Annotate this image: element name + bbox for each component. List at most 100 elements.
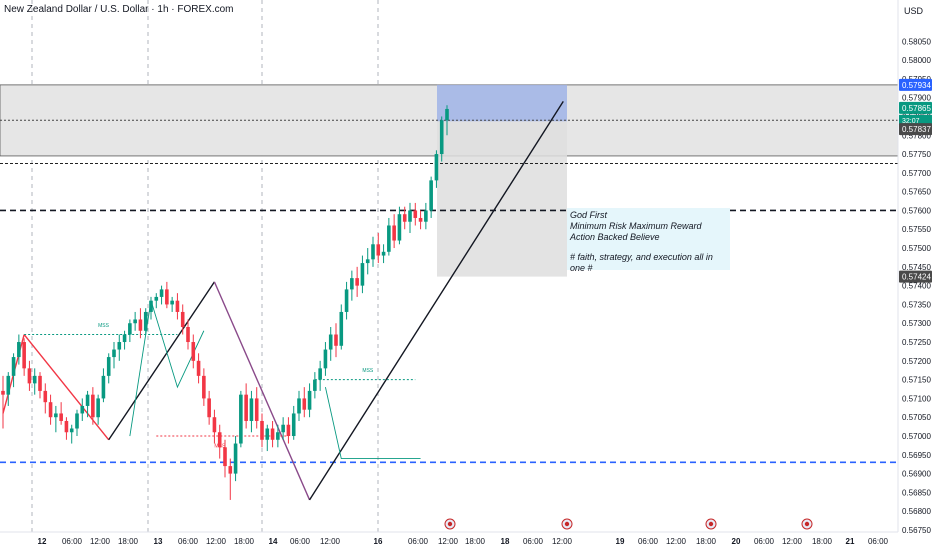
candle-body [281, 424, 285, 433]
candle-body [365, 259, 370, 264]
candle-body [48, 402, 53, 418]
candle-body [138, 319, 143, 331]
candle-body [133, 319, 137, 324]
time-tick-label: 18:00 [465, 537, 486, 546]
candle-body [265, 428, 270, 440]
note-line-3: Action Backed Believe [570, 232, 660, 242]
price-tick-label: 0.56750 [902, 526, 931, 535]
candle-body [191, 342, 196, 361]
candle-body [276, 432, 280, 440]
candles-layer [1, 105, 449, 500]
candle-body [75, 413, 79, 429]
candle-body [32, 375, 37, 384]
time-tick-label: 13 [154, 537, 163, 546]
candle-body [59, 413, 63, 421]
time-tick-label: 06:00 [523, 537, 544, 546]
candle-body [91, 394, 95, 418]
candle-body [318, 368, 322, 380]
zones-layer [0, 84, 899, 277]
price-tick-label: 0.57250 [902, 338, 931, 347]
candle-body [117, 342, 122, 350]
time-tick-label: 06:00 [754, 537, 775, 546]
mss-label-1: MSS [98, 323, 110, 329]
price-tick-label: 0.57200 [902, 357, 931, 366]
time-tick-label: 06:00 [868, 537, 889, 546]
candle-body [196, 360, 201, 376]
time-tick-label: 16 [374, 537, 383, 546]
price-tick-label: 0.57150 [902, 376, 931, 385]
time-tick-label: 12:00 [206, 537, 227, 546]
entry-price-badge: 0.57837 [902, 125, 931, 134]
candle-body [429, 180, 433, 211]
candle-body [22, 342, 26, 369]
candle-body [270, 428, 275, 440]
candle-body [344, 289, 349, 312]
price-tick-label: 0.57600 [902, 206, 931, 215]
structure-leg-3 [108, 281, 216, 441]
candle-body [254, 398, 259, 421]
candle-body [143, 311, 148, 331]
price-badges-layer: 0.57934 0.57865 32:070.57837 0.57424 [899, 78, 932, 283]
trade-note: God First Minimum Risk Maximum Reward Ac… [567, 208, 730, 273]
candle-body [207, 398, 211, 418]
stop-price-badge-bg [899, 270, 932, 283]
structure-leg-5 [308, 101, 564, 501]
chart-title: New Zealand Dollar / U.S. Dollar · 1h · … [4, 4, 234, 15]
countdown-label: 32:07 [902, 118, 920, 125]
note-line-1: God First [570, 210, 608, 220]
candle-body [128, 323, 132, 335]
candle-body [239, 394, 243, 444]
target-zone [437, 84, 567, 122]
time-tick-label: 06:00 [408, 537, 429, 546]
candle-body [27, 368, 32, 384]
current-price-badge-bg [899, 101, 932, 114]
time-tick-label: 12:00 [782, 537, 803, 546]
price-tick-label: 0.57450 [902, 263, 931, 272]
candle-body [170, 300, 174, 305]
price-tick-label: 0.57650 [902, 188, 931, 197]
time-tick-label: 18:00 [812, 537, 833, 546]
price-tick-label: 0.57550 [902, 225, 931, 234]
price-tick-label: 0.56900 [902, 470, 931, 479]
price-tick-label: 0.57000 [902, 432, 931, 441]
note-line-5: one # [570, 263, 593, 273]
candle-body [154, 296, 159, 301]
candle-body [69, 428, 74, 433]
candle-body [434, 154, 439, 181]
levels-layer [0, 119, 898, 464]
time-tick-label: 18:00 [234, 537, 255, 546]
time-tick-label: 12:00 [552, 537, 573, 546]
currency-label[interactable]: USD [904, 6, 924, 16]
countdown-bg [899, 114, 932, 125]
price-tick-label: 0.58050 [902, 37, 931, 46]
price-tick-label: 0.58000 [902, 56, 931, 65]
candle-body [122, 334, 127, 343]
candle-body [260, 420, 264, 440]
candle-body [17, 342, 21, 358]
candle-body [149, 300, 153, 312]
candle-body [445, 108, 449, 121]
candle-body [38, 375, 42, 391]
current-price-badge: 0.57865 [902, 104, 931, 113]
candle-body [408, 210, 412, 222]
candle-body [1, 390, 5, 395]
candle-body [402, 214, 407, 222]
price-tick-label: 0.57500 [902, 244, 931, 253]
price-tick-label: 0.57400 [902, 282, 931, 291]
event-flag-dot [564, 521, 570, 527]
time-tick-label: 06:00 [638, 537, 659, 546]
candle-body [371, 244, 375, 260]
time-tick-label: 20 [732, 537, 741, 546]
candle-body [85, 394, 90, 406]
mss-label-3: MSS [362, 368, 374, 374]
candle-body [6, 375, 11, 395]
price-tick-label: 0.56950 [902, 451, 931, 460]
impulse-trace-2 [324, 387, 421, 460]
structure-leg-4 [213, 281, 311, 501]
impulse-trace-1 [129, 300, 205, 437]
time-tick-label: 12:00 [438, 537, 459, 546]
structure-leg-2 [23, 334, 110, 441]
vertical-session-lines [31, 0, 379, 532]
candle-body [223, 447, 227, 467]
